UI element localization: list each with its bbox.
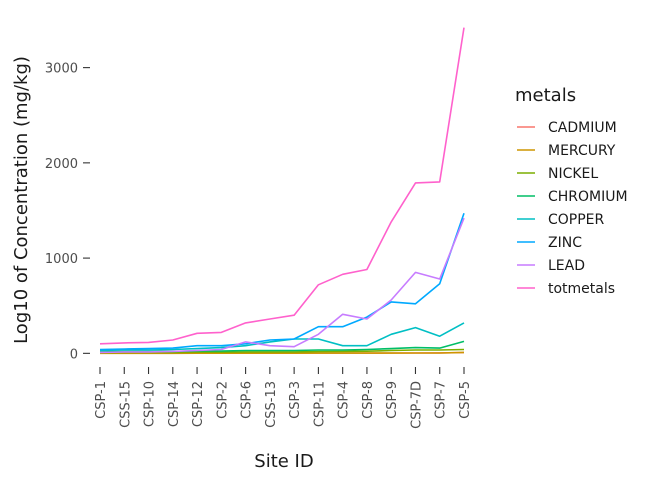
x-tick-label: CSP-5 [458,381,473,419]
x-tick-label: CSP-4 [337,381,352,419]
legend-label-chromium: CHROMIUM [548,189,628,205]
x-tick-label: CSP-8 [361,381,376,419]
series-line-zinc [99,213,465,351]
x-axis: CSP-1 CSS-15 CSP-10 CSP-14 CSP-12 CSP-2 CSP-6 C… [94,367,473,429]
x-tick-label: CSP-3 [288,381,303,419]
legend-label-nickel: NICKEL [548,166,598,182]
x-tick-label: CSP-1 [94,381,109,419]
legend-label-lead: LEAD [548,258,585,274]
y-tick-label: 3000 [45,62,78,77]
x-tick-label: CSP-7 [434,381,449,419]
y-tick-label: 1000 [45,252,78,267]
x-tick-label: CSP-9 [385,381,400,419]
y-tick-label: 0 [70,347,78,362]
x-axis-title: Site ID [254,451,313,472]
series-line-copper [99,322,465,352]
series-line-totmetals [99,27,465,345]
legend: metals CADMIUM MERCURY NICKEL CHROMIUM COPPE… [515,85,628,297]
legend-label-copper: COPPER [548,212,605,228]
series-line-lead [99,217,465,354]
legend-label-totmetals: totmetals [548,281,615,297]
legend-title: metals [515,85,576,106]
legend-label-cadmium: CADMIUM [548,120,617,136]
x-tick-label: CSS-13 [264,381,279,428]
series-line-mercury [100,351,465,355]
plot-lines [99,27,465,355]
x-tick-label: CSP-7D [409,381,424,429]
x-tick-label: CSP-14 [167,381,182,427]
y-axis-title: Log10 of Concentration (mg/kg) [11,56,32,344]
x-tick-label: CSP-6 [240,381,255,419]
y-axis: 0 1000 2000 3000 [45,62,90,362]
legend-label-zinc: ZINC [548,235,582,251]
x-tick-label: CSP-12 [191,381,206,427]
x-tick-label: CSS-15 [118,381,133,428]
x-tick-label: CSP-10 [143,381,158,427]
legend-label-mercury: MERCURY [548,143,616,159]
x-tick-label: CSP-2 [215,381,230,419]
y-tick-label: 2000 [45,157,78,172]
x-tick-label: CSP-11 [312,381,327,427]
